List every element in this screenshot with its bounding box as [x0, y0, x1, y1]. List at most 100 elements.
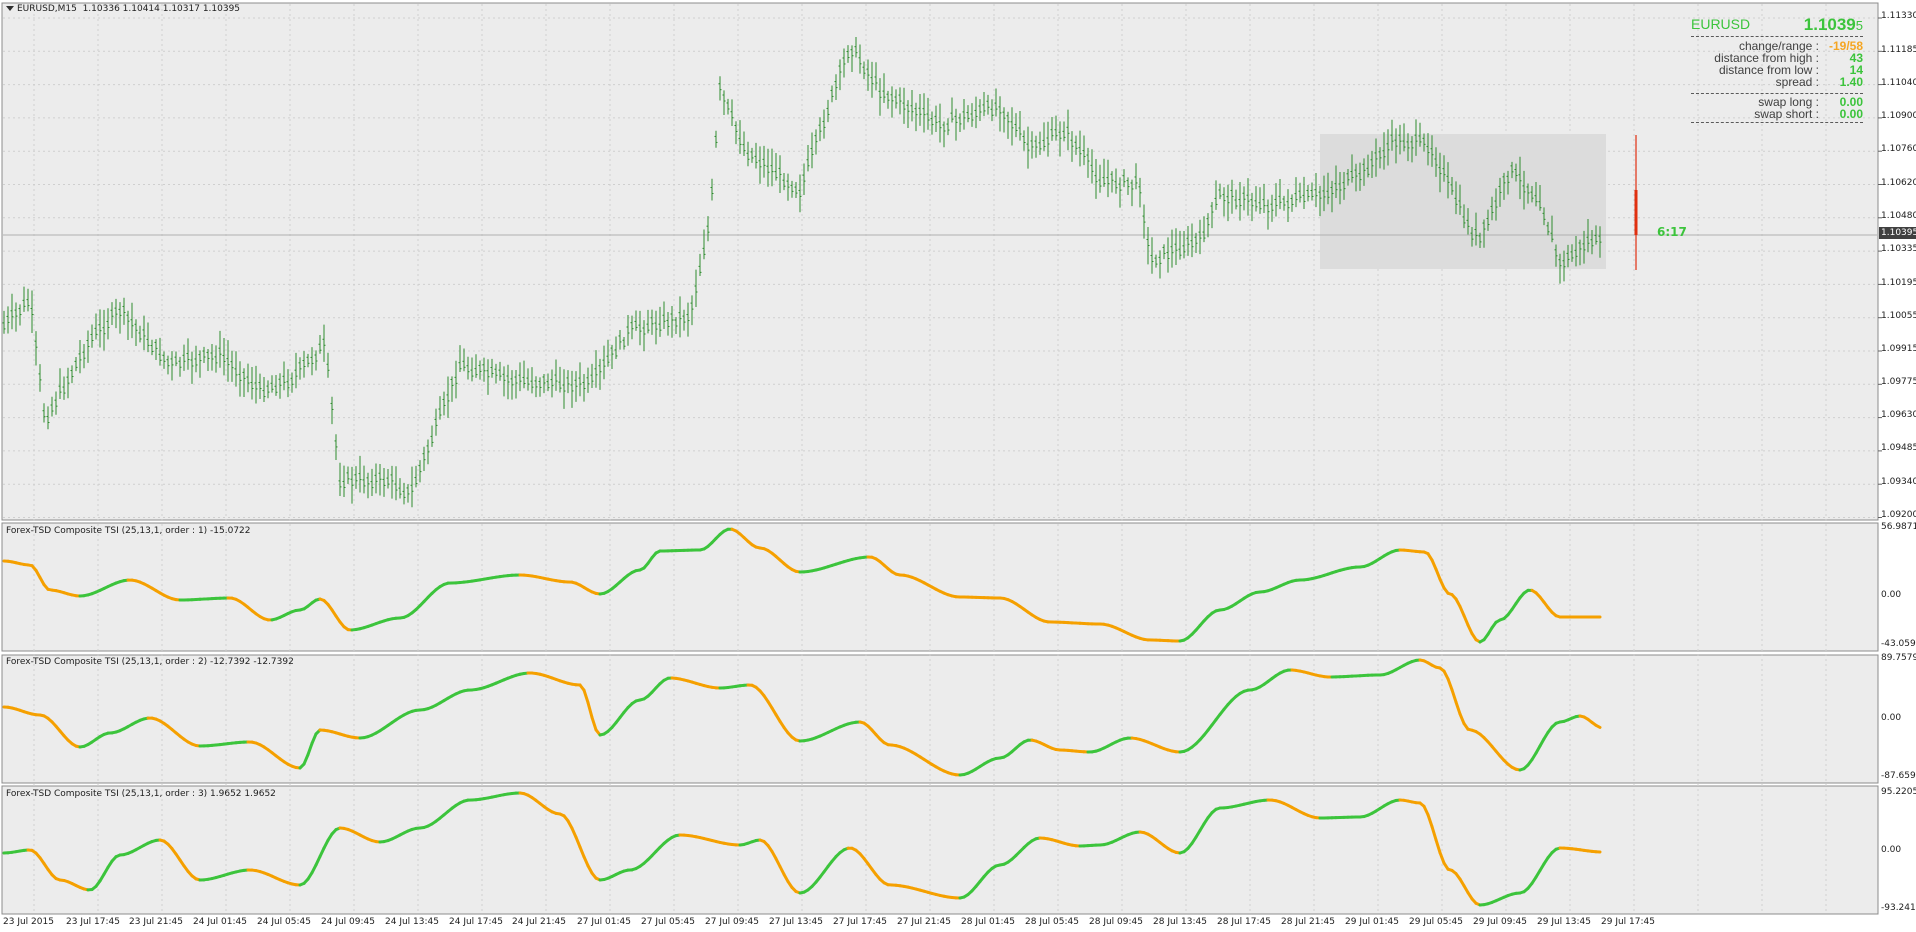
panel-row-swap-long: swap long : 0.00 — [1691, 96, 1863, 108]
indicator-2-min: -87.659 — [1881, 771, 1916, 781]
time-label: 28 Jul 13:45 — [1153, 917, 1207, 927]
session-range-box — [1320, 134, 1606, 269]
tsi-order-2-line — [1450, 688, 1458, 704]
tsi-order-2-line — [590, 715, 598, 732]
time-label: 24 Jul 17:45 — [449, 917, 503, 927]
tsi-order-3-line — [578, 845, 586, 859]
price-label: 1.10055 — [1881, 311, 1916, 321]
tsi-order-3-line — [1438, 851, 1446, 865]
chevron-down-icon[interactable] — [6, 6, 14, 11]
tsi-order-1-line — [1462, 614, 1470, 627]
tsi-order-3-line — [574, 835, 582, 849]
row-label: distance from high : — [1714, 51, 1819, 65]
time-label: 27 Jul 13:45 — [769, 917, 823, 927]
panel-row-low: distance from low : 14 — [1691, 64, 1863, 76]
row-value: 0.00 — [1839, 95, 1863, 109]
time-label: 23 Jul 2015 — [3, 917, 54, 927]
indicator-pane — [1, 785, 1879, 915]
indicator-pane — [1, 654, 1879, 784]
tsi-order-2-line — [1594, 723, 1602, 729]
tsi-order-2-line — [1454, 700, 1462, 716]
tsi-order-2-line — [586, 701, 594, 719]
price-label: 1.10195 — [1881, 278, 1916, 288]
current-price-tag: 1.10395 — [1879, 227, 1916, 239]
tsi-order-3-line — [1426, 813, 1434, 829]
time-label: 24 Jul 01:45 — [193, 917, 247, 927]
price-label: 1.10760 — [1881, 144, 1916, 154]
indicator-2-title: Forex-TSD Composite TSI (25,13,1, order … — [6, 657, 294, 667]
time-label: 27 Jul 01:45 — [577, 917, 631, 927]
price-label: 1.10900 — [1881, 111, 1916, 121]
time-label: 27 Jul 21:45 — [897, 917, 951, 927]
panel-price-digit: 5 — [1855, 18, 1863, 33]
tsi-order-1-line — [1466, 623, 1474, 636]
indicator-3-title: Forex-TSD Composite TSI (25,13,1, order … — [6, 789, 276, 799]
panel-price: 1.10395 — [1804, 15, 1863, 35]
bar-countdown: 6:17 — [1657, 225, 1687, 239]
tsi-order-2-line — [582, 688, 590, 705]
panel-symbol: EURUSD — [1691, 16, 1751, 32]
row-value: -19/58 — [1828, 39, 1863, 53]
row-value: 1.40 — [1839, 75, 1863, 89]
panel-divider — [1691, 36, 1863, 37]
time-label: 27 Jul 09:45 — [705, 917, 759, 927]
indicator-3-min: -93.2413 — [1881, 903, 1916, 913]
panel-divider — [1691, 122, 1863, 123]
price-label: 1.11040 — [1881, 78, 1916, 88]
panel-divider — [1691, 93, 1863, 94]
indicator-1-max: 56.9871 — [1881, 522, 1916, 532]
panel-row-swap-short: swap short : 0.00 — [1691, 108, 1863, 120]
tsi-order-1-line — [1434, 567, 1442, 581]
price-label: 1.11330 — [1881, 11, 1916, 21]
time-label: 28 Jul 17:45 — [1217, 917, 1271, 927]
row-label: spread : — [1775, 75, 1819, 89]
price-label: 1.11185 — [1881, 45, 1916, 55]
panel-price-main: 1.1039 — [1803, 15, 1856, 34]
time-label: 29 Jul 05:45 — [1409, 917, 1463, 927]
indicator-2-zero: 0.00 — [1881, 713, 1902, 723]
indicator-3-zero: 0.00 — [1881, 845, 1902, 855]
time-label: 23 Jul 21:45 — [129, 917, 183, 927]
tsi-order-1-line — [1438, 577, 1446, 590]
tsi-order-2-line — [302, 753, 310, 766]
tsi-order-3-line — [314, 855, 322, 867]
indicator-1-min: -43.0593 — [1881, 639, 1916, 649]
ohlc-values: 1.10336 1.10414 1.10317 1.10395 — [82, 4, 241, 14]
tsi-order-3-line — [318, 846, 326, 858]
time-label: 23 Jul 17:45 — [66, 917, 120, 927]
price-label: 1.10620 — [1881, 178, 1916, 188]
tsi-order-3-line — [1434, 838, 1442, 855]
price-label: 1.09915 — [1881, 344, 1916, 354]
tsi-order-3-line — [582, 855, 590, 868]
time-label: 29 Jul 13:45 — [1537, 917, 1591, 927]
time-label: 29 Jul 17:45 — [1601, 917, 1655, 927]
time-label: 28 Jul 01:45 — [961, 917, 1015, 927]
tsi-order-3-line — [1422, 804, 1430, 817]
chart-title: EURUSD,M15 1.10336 1.10414 1.10317 1.103… — [6, 4, 240, 15]
time-label: 27 Jul 17:45 — [833, 917, 887, 927]
tsi-order-3-line — [1430, 825, 1438, 842]
row-value: 14 — [1849, 63, 1863, 77]
tsi-order-1-line — [1430, 558, 1438, 571]
time-label: 29 Jul 09:45 — [1473, 917, 1527, 927]
time-label: 24 Jul 21:45 — [512, 917, 566, 927]
row-label: distance from low : — [1718, 63, 1819, 77]
tsi-order-1-line — [1458, 604, 1466, 618]
time-label: 29 Jul 01:45 — [1345, 917, 1399, 927]
tsi-order-2-line — [1458, 712, 1466, 726]
row-value: 0.00 — [1839, 107, 1863, 121]
price-label: 1.09775 — [1881, 377, 1916, 387]
indicator-1-zero: 0.00 — [1881, 590, 1902, 600]
tsi-order-2-line — [1446, 677, 1454, 692]
tsi-order-2-line — [306, 741, 314, 757]
price-label: 1.10335 — [1881, 244, 1916, 254]
price-label: 1.09630 — [1881, 410, 1916, 420]
time-label: 28 Jul 09:45 — [1089, 917, 1143, 927]
panel-row-spread: spread : 1.40 — [1691, 76, 1863, 88]
price-label: 1.09340 — [1881, 477, 1916, 487]
row-value: 43 — [1849, 51, 1863, 65]
row-label: swap short : — [1754, 107, 1819, 121]
tsi-order-3-line — [570, 826, 578, 839]
